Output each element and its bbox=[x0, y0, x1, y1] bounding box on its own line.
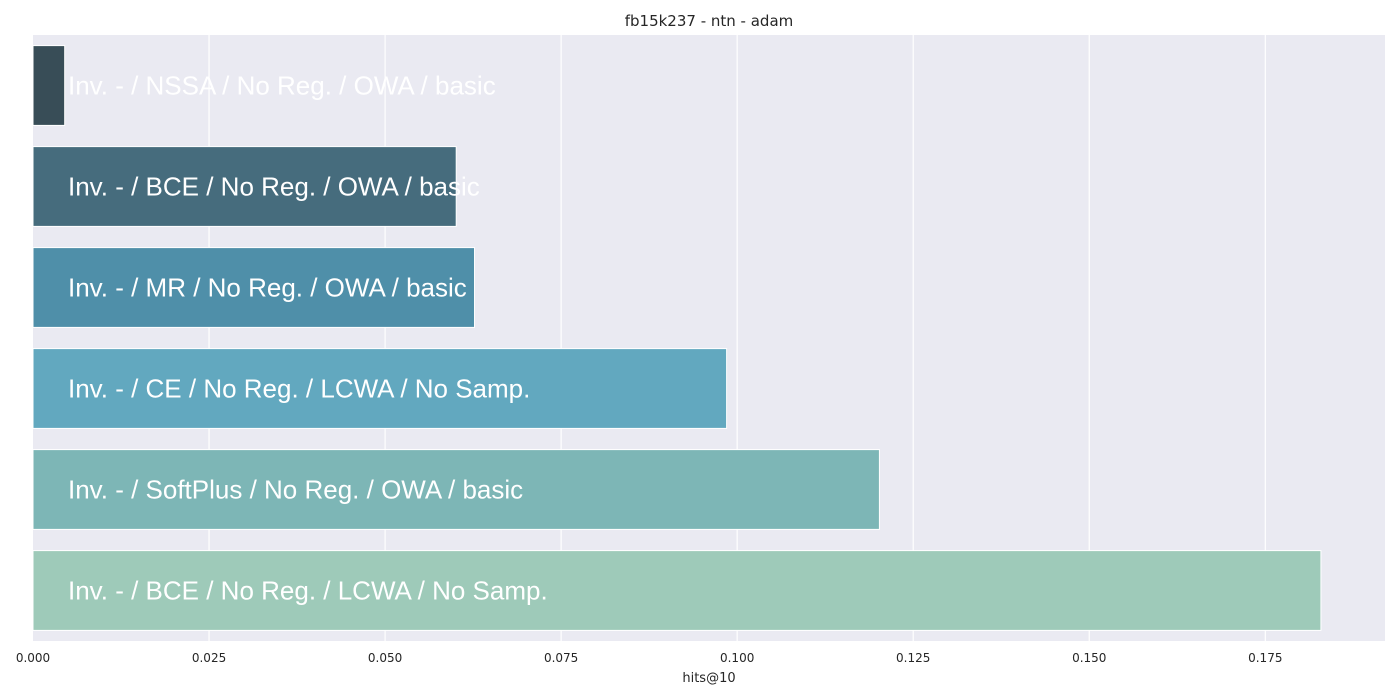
x-tick-label: 0.075 bbox=[544, 651, 578, 665]
x-tick-label: 0.025 bbox=[192, 651, 226, 665]
bar-label: Inv. - / BCE / No Reg. / OWA / basic bbox=[68, 172, 480, 202]
x-tick-label: 0.000 bbox=[16, 651, 50, 665]
bars: Inv. - / NSSA / No Reg. / OWA / basic Inv… bbox=[32, 45, 1322, 631]
bar bbox=[32, 247, 476, 328]
x-axis-ticks: 0.000 0.025 0.050 0.075 0.100 0.125 0.150 0.175 bbox=[16, 651, 1283, 665]
x-tick-label: 0.125 bbox=[896, 651, 930, 665]
bar bbox=[32, 348, 728, 429]
x-axis-label: hits@10 bbox=[682, 671, 735, 686]
bar bbox=[32, 449, 880, 530]
chart-title: fb15k237 - ntn - adam bbox=[625, 12, 794, 30]
bar bbox=[32, 45, 66, 126]
bar bbox=[32, 146, 457, 227]
bar-label: Inv. - / SoftPlus / No Reg. / OWA / basi… bbox=[68, 475, 523, 505]
x-tick-label: 0.050 bbox=[368, 651, 402, 665]
bar-label: Inv. - / CE / No Reg. / LCWA / No Samp. bbox=[68, 374, 530, 404]
gridlines bbox=[208, 35, 1266, 641]
bar-label: Inv. - / NSSA / No Reg. / OWA / basic bbox=[68, 71, 496, 101]
x-tick-label: 0.175 bbox=[1248, 651, 1282, 665]
bar bbox=[32, 550, 1322, 631]
x-tick-label: 0.100 bbox=[720, 651, 754, 665]
bar-label: Inv. - / BCE / No Reg. / LCWA / No Samp. bbox=[68, 576, 548, 606]
x-tick-label: 0.150 bbox=[1072, 651, 1106, 665]
plot-background bbox=[33, 35, 1385, 641]
bar-label: Inv. - / MR / No Reg. / OWA / basic bbox=[68, 273, 467, 303]
